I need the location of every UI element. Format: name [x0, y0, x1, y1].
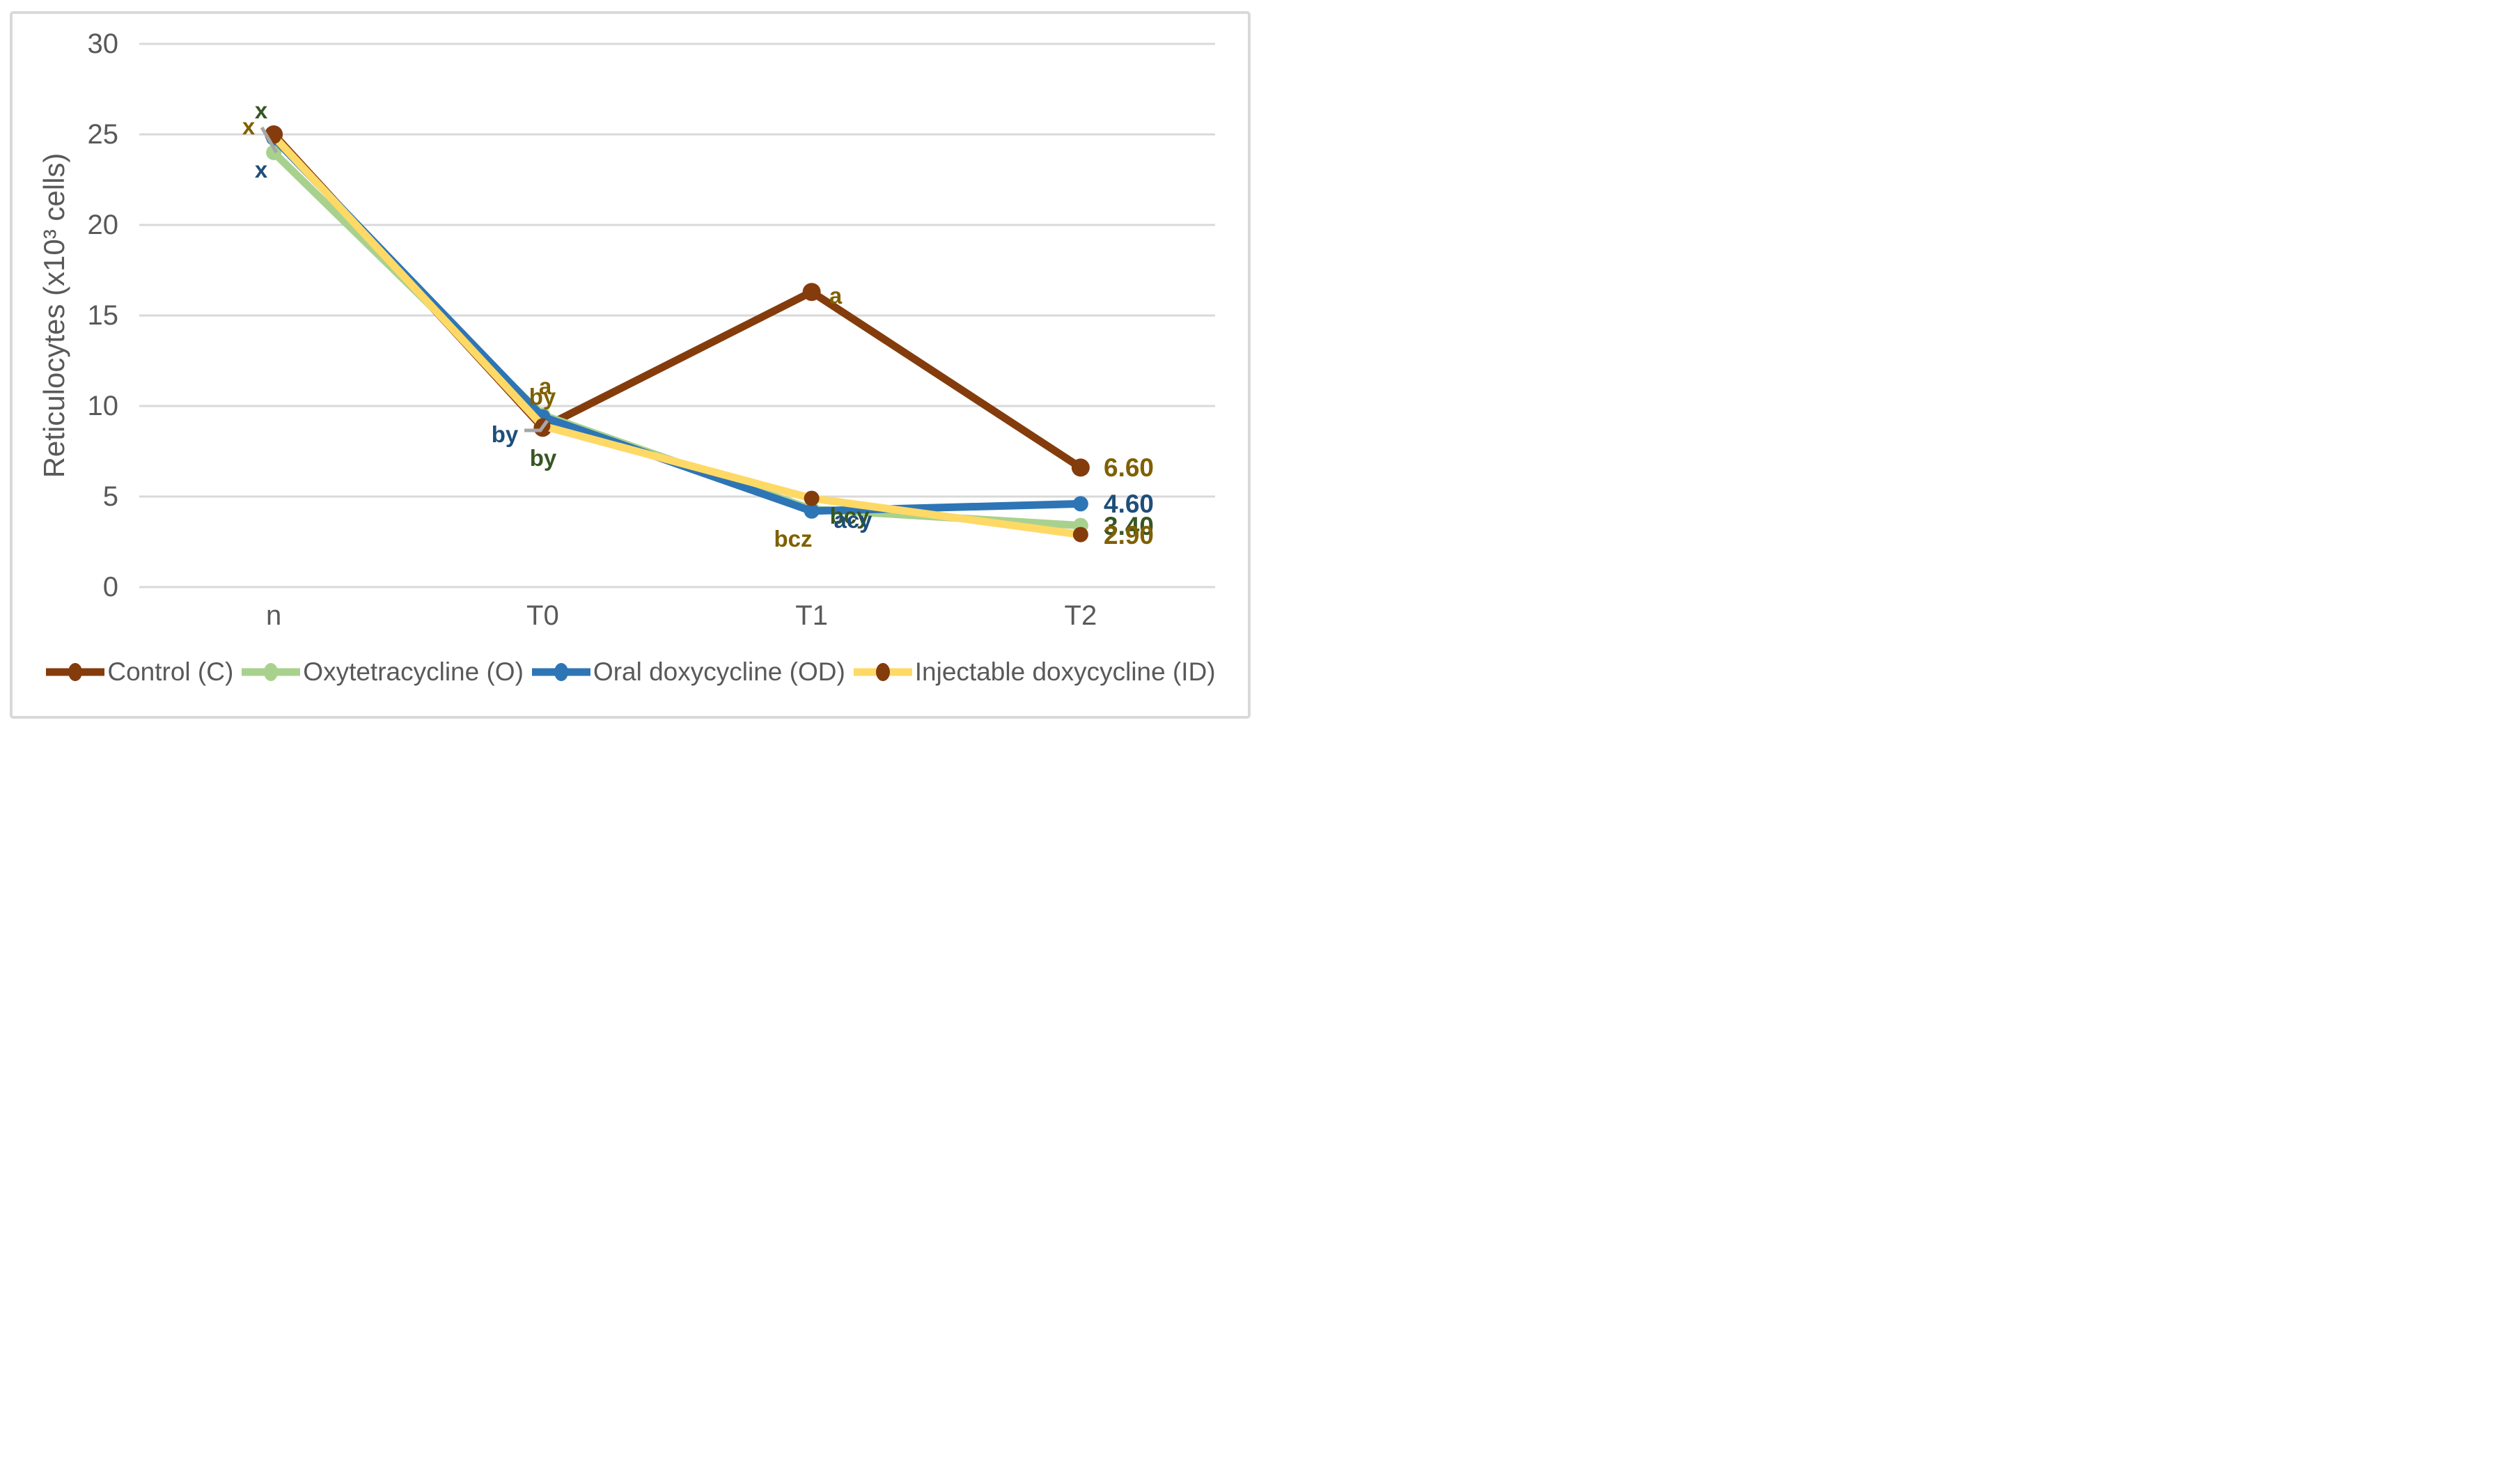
y-tick-label-15: 15: [88, 300, 119, 331]
y-tick-label-20: 20: [88, 210, 119, 240]
y-tick-label-25: 25: [88, 119, 119, 150]
leader-line-1: [524, 419, 549, 432]
annotation-id-4: by: [529, 384, 556, 409]
series-marker-control-T2: [1071, 458, 1090, 477]
series-marker-oral-doxycycline-T2: [1072, 496, 1088, 512]
series-marker-oxytetracycline-n: [266, 145, 282, 160]
gridlines: [139, 42, 1215, 588]
x-tick-label-T2: T2: [1065, 600, 1097, 631]
legend-swatch-oxytetracycline: [242, 662, 301, 681]
series-marker-oral-doxycycline-T1: [804, 503, 820, 519]
chart-legend: Control (C) Oxytetracycline (O) Oral doxyc…: [14, 659, 1246, 685]
legend-label-oral-doxycycline: Oral doxycycline (OD): [593, 657, 845, 686]
legend-label-injectable-doxycycline: Injectable doxycycline (ID): [914, 657, 1216, 686]
series-line-injectable-doxycycline: [271, 133, 1081, 539]
x-tick-label-n: n: [266, 600, 281, 631]
y-tick-label-5: 5: [103, 481, 118, 512]
legend-item-oxytetracycline: Oxytetracycline (O): [240, 659, 524, 685]
legend-marker-control: [68, 662, 83, 681]
y-tick-label-10: 10: [88, 391, 119, 421]
legend-item-injectable-doxycycline: Injectable doxycycline (ID): [852, 659, 1216, 685]
series-marker-injectable-doxycycline-T2: [1072, 526, 1088, 543]
annotation-o-8: bcy: [830, 503, 870, 529]
x-tick-label-T0: T0: [526, 600, 559, 631]
legend-label-control: Control (C): [107, 657, 234, 686]
y-tick-label-30: 30: [88, 29, 119, 59]
figure-border: [10, 11, 1251, 719]
y-tick-label-0: 0: [103, 572, 118, 602]
legend-marker-oral-doxycycline: [554, 662, 568, 681]
annotation-od-12: 4.60: [1104, 490, 1154, 518]
series-marker-control-T1: [802, 283, 821, 302]
annotation-o-6: by: [530, 445, 557, 471]
annotation-od-2: x: [255, 157, 268, 182]
legend-marker-injectable-doxycycline: [875, 662, 890, 681]
annotation-od-9: acy: [834, 507, 872, 533]
annotation-c-1: x: [242, 114, 256, 139]
series-marker-injectable-doxycycline-T1: [804, 490, 820, 506]
annotation-c-3: a: [539, 373, 552, 399]
annotation-c-11: 6.60: [1104, 453, 1154, 482]
leader-line-0: [260, 126, 279, 154]
annotation-o-13: 3.40: [1104, 512, 1154, 540]
leader-lines: [260, 126, 549, 432]
legend-marker-oxytetracycline: [264, 662, 279, 681]
legend-label-oxytetracycline: Oxytetracycline (O): [303, 657, 524, 686]
legend-item-control: Control (C): [45, 659, 233, 685]
x-tick-label-T1: T1: [795, 600, 828, 631]
figure-reticulocytes-line-chart: 0 5 10 15 20 25 30 Reticulocytes (x10³ cells) n T…: [0, 0, 1260, 730]
annotation-od-5: by: [492, 421, 519, 447]
annotation-o-0: x: [255, 97, 268, 123]
legend-swatch-control: [46, 662, 105, 681]
legend-swatch-oral-doxycycline: [531, 662, 590, 681]
annotation-id-14: 2.90: [1104, 521, 1154, 549]
legend-item-oral-doxycycline: Oral doxycycline (OD): [531, 659, 845, 685]
x-axis-tick-labels: n T0 T1 T2: [266, 600, 1097, 631]
y-axis-tick-labels: 0 5 10 15 20 25 30: [88, 29, 119, 602]
annotation-c-7: a: [829, 283, 843, 309]
reticulocytes-chart: 0 5 10 15 20 25 30 Reticulocytes (x10³ cells) n T…: [10, 11, 1251, 719]
legend-swatch-injectable-doxycycline: [853, 662, 912, 681]
y-axis-title: Reticulocytes (x10³ cells): [38, 153, 70, 478]
annotation-id-10: bcz: [774, 526, 812, 552]
